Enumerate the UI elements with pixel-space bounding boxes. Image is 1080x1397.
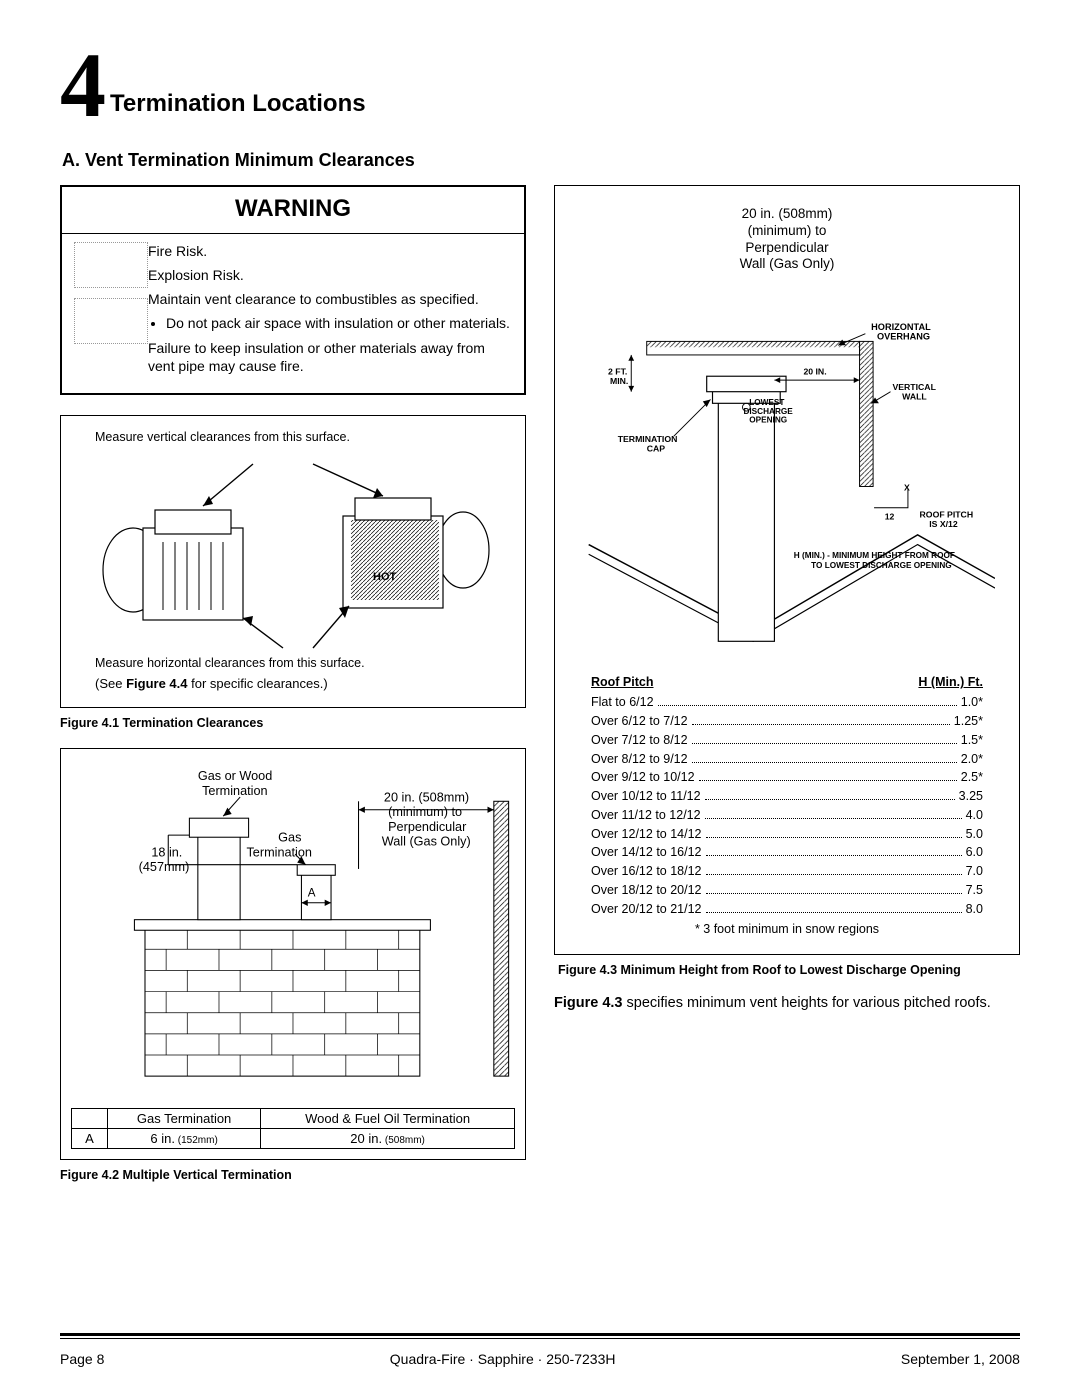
left-column: WARNING Fire Risk. Explosion Risk. Maint… (60, 185, 526, 1200)
svg-text:Gas or Wood: Gas or Wood (198, 769, 272, 783)
fire-warning-icon (74, 242, 148, 288)
svg-text:18 in.: 18 in. (151, 845, 182, 859)
table-cell: 6 in. (152mm) (108, 1128, 261, 1148)
svg-text:OVERHANG: OVERHANG (877, 332, 930, 342)
fig41-top-label: Measure vertical clearances from this su… (95, 430, 515, 444)
rp-row: Over 11/12 to 12/12 4.0 (591, 806, 983, 825)
rp-row: Over 20/12 to 21/12 8.0 (591, 900, 983, 919)
warning-line: Maintain vent clearance to combustibles … (148, 290, 512, 308)
chapter-title: Termination Locations (110, 90, 366, 118)
fig43-top-note: 20 in. (508mm) (minimum) to Perpendicula… (579, 206, 995, 274)
rp-row: Over 6/12 to 7/12 1.25* (591, 712, 983, 731)
table-header: Wood & Fuel Oil Termination (261, 1108, 515, 1128)
fig41-bottom-label: Measure horizontal clearances from this … (95, 656, 515, 670)
warning-icons (74, 242, 148, 381)
roof-pitch-table: Roof Pitch H (Min.) Ft. Flat to 6/12 1.0… (591, 675, 983, 936)
footer-rule (60, 1333, 1020, 1339)
warning-line: Fire Risk. (148, 242, 512, 260)
rp-footnote: * 3 foot minimum in snow regions (591, 922, 983, 936)
table-header: Gas Termination (108, 1108, 261, 1128)
svg-text:H (MIN.) - MINIMUM HEIGHT FROM: H (MIN.) - MINIMUM HEIGHT FROM ROOF (794, 551, 955, 560)
fig42-caption: Figure 4.2 Multiple Vertical Termination (60, 1168, 526, 1182)
svg-text:HOT: HOT (373, 571, 397, 583)
rp-head-right: H (Min.) Ft. (918, 675, 983, 689)
svg-text:2 FT.: 2 FT. (608, 367, 627, 377)
page-footer: Page 8 Quadra-Fire · Sapphire · 250-7233… (60, 1351, 1020, 1367)
footer-page: Page 8 (60, 1351, 104, 1367)
svg-text:Termination: Termination (202, 784, 267, 798)
svg-text:A: A (308, 886, 316, 899)
warning-bullet: Do not pack air space with insulation or… (166, 314, 512, 332)
rp-row: Over 14/12 to 16/12 6.0 (591, 843, 983, 862)
chapter-number: 4 (60, 50, 102, 122)
fig41-diagram: HOT (71, 450, 515, 650)
rp-row: Flat to 6/12 1.0* (591, 693, 983, 712)
svg-text:OPENING: OPENING (749, 416, 787, 425)
rp-row: Over 7/12 to 8/12 1.5* (591, 731, 983, 750)
rp-row: Over 16/12 to 18/12 7.0 (591, 862, 983, 881)
insulation-warning-icon (74, 298, 148, 344)
section-a-title: A. Vent Termination Minimum Clearances (62, 150, 1020, 171)
footer-center: Quadra-Fire · Sapphire · 250-7233H (390, 1351, 616, 1367)
warning-line: Explosion Risk. (148, 266, 512, 284)
svg-text:CAP: CAP (647, 444, 666, 454)
svg-text:12: 12 (885, 512, 895, 522)
fig43-caption: Figure 4.3 Minimum Height from Roof to L… (558, 963, 1020, 977)
right-column: 20 in. (508mm) (minimum) to Perpendicula… (554, 185, 1020, 1200)
svg-text:LOWEST: LOWEST (749, 398, 784, 407)
warning-box: WARNING Fire Risk. Explosion Risk. Maint… (60, 185, 526, 395)
svg-text:Wall (Gas Only): Wall (Gas Only) (382, 835, 471, 849)
figure-4-2: A Gas or Wood Termination 20 in. (508mm)… (60, 748, 526, 1160)
svg-text:VERTICAL: VERTICAL (892, 382, 936, 392)
svg-text:(minimum) to: (minimum) to (388, 805, 462, 819)
rp-row: Over 9/12 to 10/12 2.5* (591, 768, 983, 787)
fig41-caption: Figure 4.1 Termination Clearances (60, 716, 526, 730)
warning-heading: WARNING (62, 187, 524, 234)
table-cell: 20 in. (508mm) (261, 1128, 515, 1148)
rp-row: Over 8/12 to 9/12 2.0* (591, 750, 983, 769)
table-cell: A (72, 1128, 108, 1148)
fig42-table: Gas TerminationWood & Fuel Oil Terminati… (71, 1108, 515, 1149)
svg-text:20 IN.: 20 IN. (803, 367, 826, 377)
svg-text:MIN.: MIN. (610, 376, 628, 386)
fig43-body-text: Figure 4.3 specifies minimum vent height… (554, 995, 1020, 1011)
fig41-see: (See Figure 4.4 for specific clearances.… (95, 676, 515, 691)
svg-text:DISCHARGE: DISCHARGE (743, 407, 793, 416)
fig43-diagram: HORIZONTAL OVERHANG 2 FT. MIN. 20 IN. VE… (579, 277, 995, 667)
fig42-diagram: A Gas or Wood Termination 20 in. (508mm)… (71, 759, 515, 1108)
svg-text:TERMINATION: TERMINATION (618, 434, 678, 444)
svg-text:(457mm): (457mm) (139, 860, 190, 874)
chapter-heading: 4 Termination Locations (60, 50, 1020, 122)
svg-text:Perpendicular: Perpendicular (388, 820, 467, 834)
svg-text:TO LOWEST DISCHARGE OPENING: TO LOWEST DISCHARGE OPENING (811, 561, 952, 570)
rp-row: Over 18/12 to 20/12 7.5 (591, 881, 983, 900)
figure-4-1: Measure vertical clearances from this su… (60, 415, 526, 708)
warning-text: Fire Risk. Explosion Risk. Maintain vent… (148, 242, 512, 381)
warning-line: Failure to keep insulation or other mate… (148, 339, 512, 375)
svg-text:20 in. (508mm): 20 in. (508mm) (384, 790, 469, 804)
svg-text:Gas: Gas (278, 830, 301, 844)
rp-head-left: Roof Pitch (591, 675, 654, 689)
rp-row: Over 10/12 to 11/12 3.25 (591, 787, 983, 806)
svg-text:IS X/12: IS X/12 (929, 519, 958, 529)
svg-text:Termination: Termination (246, 845, 311, 859)
rp-row: Over 12/12 to 14/12 5.0 (591, 825, 983, 844)
svg-text:X: X (904, 483, 910, 493)
svg-text:WALL: WALL (902, 392, 927, 402)
footer-date: September 1, 2008 (901, 1351, 1020, 1367)
figure-4-3: 20 in. (508mm) (minimum) to Perpendicula… (554, 185, 1020, 956)
svg-text:HORIZONTAL: HORIZONTAL (871, 322, 931, 332)
svg-text:ROOF PITCH: ROOF PITCH (920, 510, 974, 520)
